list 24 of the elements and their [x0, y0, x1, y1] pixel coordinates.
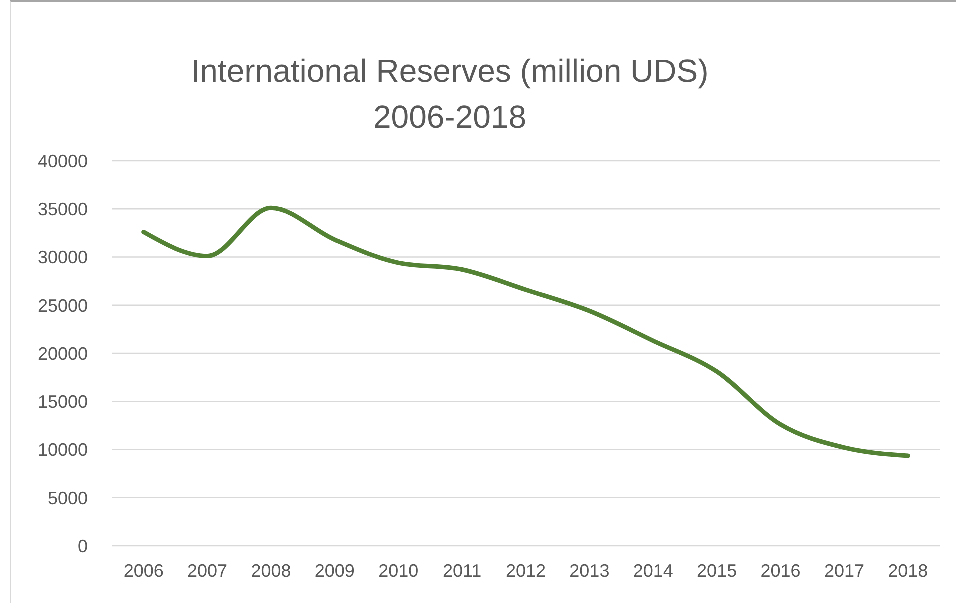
x-tick-label: 2015 — [697, 560, 738, 581]
x-tick-label: 2010 — [378, 560, 419, 581]
x-tick-label: 2012 — [506, 560, 546, 581]
y-tick-label: 25000 — [38, 296, 88, 316]
y-tick-label: 35000 — [38, 200, 88, 220]
x-tick-label: 2018 — [888, 560, 928, 581]
y-tick-label: 40000 — [38, 151, 88, 172]
x-tick-label: 2006 — [124, 560, 164, 581]
x-tick-label: 2016 — [760, 560, 801, 581]
x-tick-label: 2011 — [442, 560, 482, 581]
x-tick-label: 2017 — [824, 560, 864, 581]
y-tick-label: 15000 — [38, 392, 88, 412]
y-tick-label: 20000 — [38, 344, 88, 364]
y-tick-label: 30000 — [38, 248, 88, 268]
y-tick-label: 0 — [78, 536, 88, 556]
x-tick-label: 2008 — [251, 560, 292, 581]
line-series — [142, 206, 910, 458]
x-tick-label: 2013 — [570, 560, 610, 581]
x-tick-label: 2009 — [314, 560, 355, 581]
x-tick-label: 2014 — [633, 560, 674, 581]
y-tick-label: 10000 — [38, 440, 88, 460]
x-tick-label: 2007 — [188, 560, 228, 581]
chart-title: International Reserves (million UDS) 2006-2018 — [190, 52, 710, 137]
y-tick-label: 5000 — [48, 488, 88, 508]
